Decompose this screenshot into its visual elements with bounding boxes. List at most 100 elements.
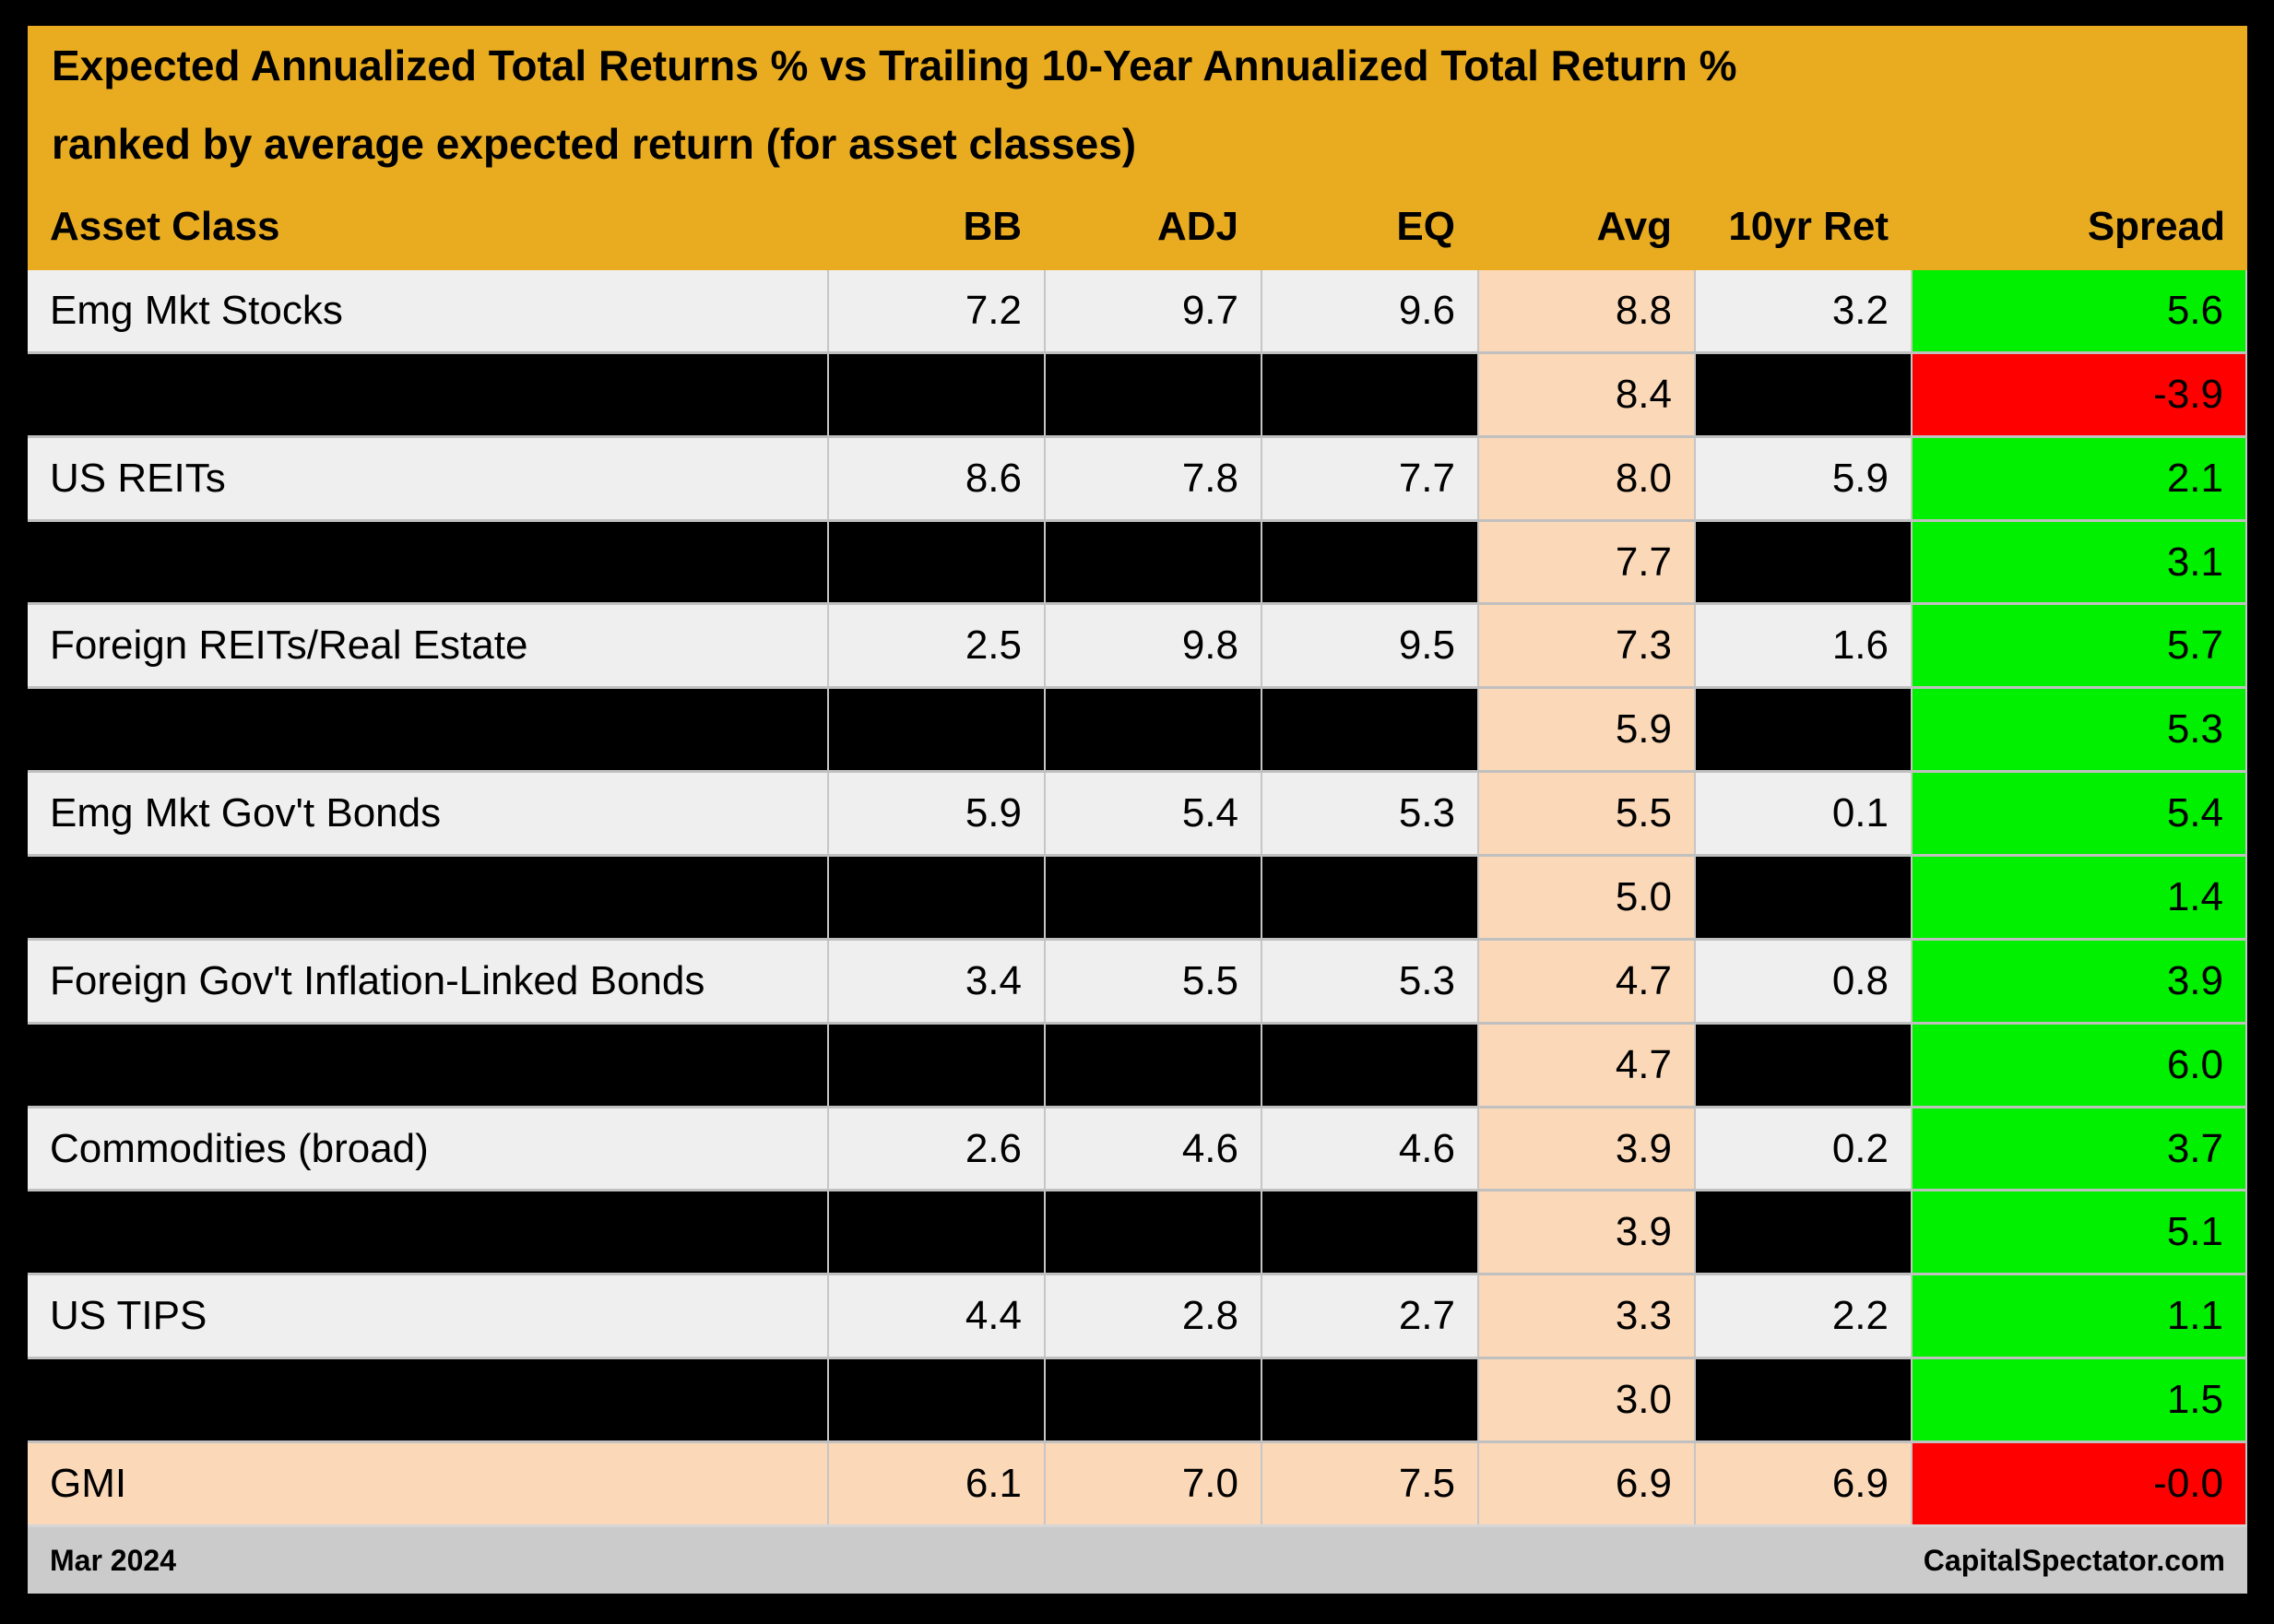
- bb-cell-redacted: [827, 1359, 1044, 1441]
- adj-cell: 4.6: [1044, 1108, 1261, 1190]
- adj-cell: 9.7: [1044, 270, 1261, 351]
- spread-cell: 5.3: [1911, 689, 2247, 771]
- bb-cell: 2.6: [827, 1108, 1044, 1190]
- bb-cell: 5.9: [827, 773, 1044, 855]
- column-header-row: Asset Class BB ADJ EQ Avg 10yr Ret Sprea…: [28, 184, 2247, 270]
- eq-cell-redacted: [1261, 689, 1477, 771]
- redacted-row: 3.9 5.1: [28, 1191, 2247, 1274]
- eq-cell: 7.7: [1261, 437, 1477, 519]
- bb-cell: 8.6: [827, 437, 1044, 519]
- column-header-adj: ADJ: [1156, 204, 1238, 249]
- adj-cell: 5.4: [1044, 773, 1261, 855]
- avg-cell: 7.7: [1477, 521, 1694, 603]
- bb-cell-redacted: [827, 857, 1044, 938]
- ret10-cell: 0.1: [1694, 773, 1911, 855]
- eq-cell: 9.6: [1261, 270, 1477, 351]
- footer-site: CapitalSpectator.com: [1923, 1543, 2225, 1577]
- ret10-cell-redacted: [1694, 689, 1911, 771]
- adj-cell: 7.8: [1044, 437, 1261, 519]
- table-body: Emg Mkt Stocks 7.2 9.7 9.6 8.8 3.2 5.6 8…: [28, 270, 2247, 1524]
- eq-cell-redacted: [1261, 353, 1477, 435]
- asset-cell: GMI: [28, 1443, 827, 1524]
- avg-cell: 4.7: [1477, 1024, 1694, 1106]
- table-title-line1: Expected Annualized Total Returns % vs T…: [52, 41, 1737, 89]
- ret10-cell-redacted: [1694, 1191, 1911, 1274]
- adj-cell-redacted: [1044, 1359, 1261, 1441]
- eq-cell: 2.7: [1261, 1275, 1477, 1357]
- redacted-row: 5.9 5.3: [28, 689, 2247, 771]
- eq-cell: 9.5: [1261, 605, 1477, 687]
- table-row: Foreign REITs/Real Estate 2.5 9.8 9.5 7.…: [28, 605, 2247, 687]
- asset-cell-redacted: [28, 689, 827, 771]
- avg-cell: 3.0: [1477, 1359, 1694, 1441]
- table-row: US REITs 8.6 7.8 7.7 8.0 5.9 2.1: [28, 437, 2247, 519]
- spread-cell: 1.4: [1911, 857, 2247, 938]
- table-row: Emg Mkt Gov't Bonds 5.9 5.4 5.3 5.5 0.1 …: [28, 773, 2247, 855]
- spread-cell: 2.1: [1911, 437, 2247, 519]
- eq-cell-redacted: [1261, 857, 1477, 938]
- table-row: US TIPS 4.4 2.8 2.7 3.3 2.2 1.1: [28, 1275, 2247, 1357]
- redacted-row: 7.7 3.1: [28, 521, 2247, 603]
- asset-cell-redacted: [28, 353, 827, 435]
- bb-cell: 6.1: [827, 1443, 1044, 1524]
- bb-cell-redacted: [827, 353, 1044, 435]
- avg-cell: 5.5: [1477, 773, 1694, 855]
- asset-cell: Emg Mkt Stocks: [28, 270, 827, 351]
- column-header-bb: BB: [963, 204, 1022, 249]
- eq-cell-redacted: [1261, 1024, 1477, 1106]
- ret10-cell: 2.2: [1694, 1275, 1911, 1357]
- avg-cell: 8.0: [1477, 437, 1694, 519]
- ret10-cell-redacted: [1694, 857, 1911, 938]
- asset-cell: Foreign Gov't Inflation-Linked Bonds: [28, 940, 827, 1022]
- asset-cell: Commodities (broad): [28, 1108, 827, 1190]
- adj-cell: 2.8: [1044, 1275, 1261, 1357]
- eq-cell-redacted: [1261, 1191, 1477, 1274]
- redacted-row: 4.7 6.0: [28, 1024, 2247, 1106]
- column-header-eq: EQ: [1396, 204, 1455, 249]
- column-header-spread: Spread: [2087, 204, 2225, 249]
- adj-cell-redacted: [1044, 353, 1261, 435]
- adj-cell-redacted: [1044, 689, 1261, 771]
- spread-cell: 5.4: [1911, 773, 2247, 855]
- ret10-cell: 0.8: [1694, 940, 1911, 1022]
- spread-cell: 3.9: [1911, 940, 2247, 1022]
- asset-cell-redacted: [28, 857, 827, 938]
- ret10-cell: 0.2: [1694, 1108, 1911, 1190]
- spread-cell: 5.7: [1911, 605, 2247, 687]
- table-header: Expected Annualized Total Returns % vs T…: [28, 26, 2247, 270]
- spread-cell: 1.1: [1911, 1275, 2247, 1357]
- bb-cell-redacted: [827, 521, 1044, 603]
- bb-cell: 7.2: [827, 270, 1044, 351]
- bb-cell-redacted: [827, 1024, 1044, 1106]
- adj-cell-redacted: [1044, 1191, 1261, 1274]
- spread-cell: -0.0: [1911, 1443, 2247, 1524]
- adj-cell-redacted: [1044, 857, 1261, 938]
- asset-cell-redacted: [28, 521, 827, 603]
- asset-cell: US TIPS: [28, 1275, 827, 1357]
- eq-cell: 5.3: [1261, 940, 1477, 1022]
- ret10-cell: 6.9: [1694, 1443, 1911, 1524]
- avg-cell: 7.3: [1477, 605, 1694, 687]
- ret10-cell-redacted: [1694, 1024, 1911, 1106]
- spread-cell: 3.7: [1911, 1108, 2247, 1190]
- bb-cell: 4.4: [827, 1275, 1044, 1357]
- column-header-10yr-ret: 10yr Ret: [1728, 204, 1889, 249]
- adj-cell-redacted: [1044, 1024, 1261, 1106]
- bb-cell: 2.5: [827, 605, 1044, 687]
- ret10-cell-redacted: [1694, 1359, 1911, 1441]
- avg-cell: 3.9: [1477, 1108, 1694, 1190]
- adj-cell: 7.0: [1044, 1443, 1261, 1524]
- ret10-cell-redacted: [1694, 353, 1911, 435]
- spread-cell: 5.1: [1911, 1191, 2247, 1274]
- eq-cell: 4.6: [1261, 1108, 1477, 1190]
- column-header-asset-class: Asset Class: [50, 204, 280, 249]
- spread-cell: 3.1: [1911, 521, 2247, 603]
- adj-cell: 5.5: [1044, 940, 1261, 1022]
- adj-cell-redacted: [1044, 521, 1261, 603]
- avg-cell: 6.9: [1477, 1443, 1694, 1524]
- bb-cell-redacted: [827, 1191, 1044, 1274]
- avg-cell: 5.9: [1477, 689, 1694, 771]
- redacted-row: 5.0 1.4: [28, 857, 2247, 938]
- footer-date: Mar 2024: [50, 1543, 176, 1577]
